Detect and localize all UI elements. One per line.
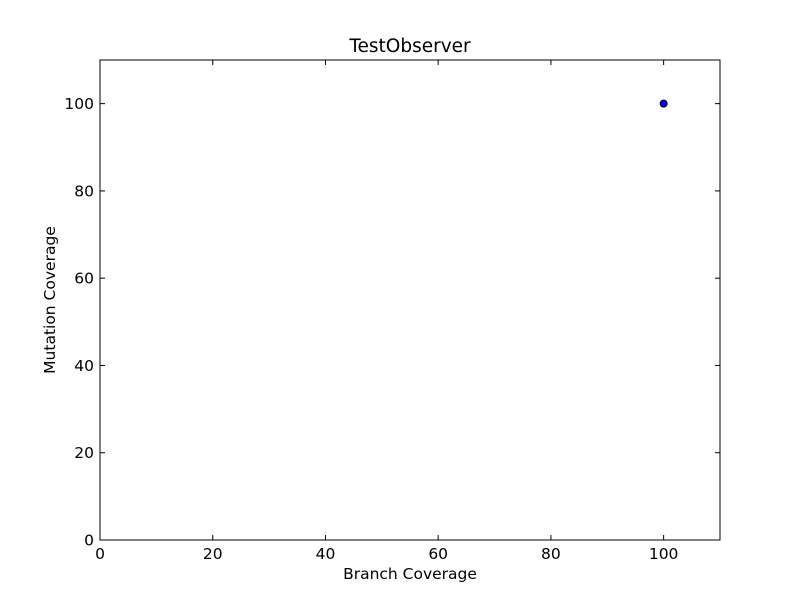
y-tick-label: 20 bbox=[74, 444, 94, 462]
y-tick-labels: 0 20 40 60 80 100 bbox=[64, 95, 94, 549]
data-points bbox=[659, 99, 668, 108]
chart-title: TestObserver bbox=[348, 36, 471, 57]
y-tick-label: 60 bbox=[74, 270, 94, 288]
x-tick-label: 60 bbox=[428, 545, 448, 563]
plot-area bbox=[99, 59, 721, 541]
x-tick-label: 40 bbox=[316, 545, 336, 563]
y-axis-label: Mutation Coverage bbox=[41, 226, 59, 374]
x-tick-label: 80 bbox=[541, 545, 561, 563]
plot-frame bbox=[99, 59, 721, 541]
x-tick-label: 20 bbox=[203, 545, 223, 563]
axis-ticks bbox=[99, 60, 720, 541]
y-tick-label: 100 bbox=[64, 95, 94, 113]
x-tick-labels: 0 20 40 60 80 100 bbox=[95, 545, 678, 563]
x-axis-label: Branch Coverage bbox=[343, 565, 477, 583]
y-tick-label: 0 bbox=[84, 532, 94, 550]
scatter-point bbox=[659, 99, 668, 108]
x-tick-label: 100 bbox=[649, 545, 679, 563]
y-tick-label: 40 bbox=[74, 357, 94, 375]
y-tick-label: 80 bbox=[74, 182, 94, 200]
x-tick-label: 0 bbox=[95, 545, 105, 563]
